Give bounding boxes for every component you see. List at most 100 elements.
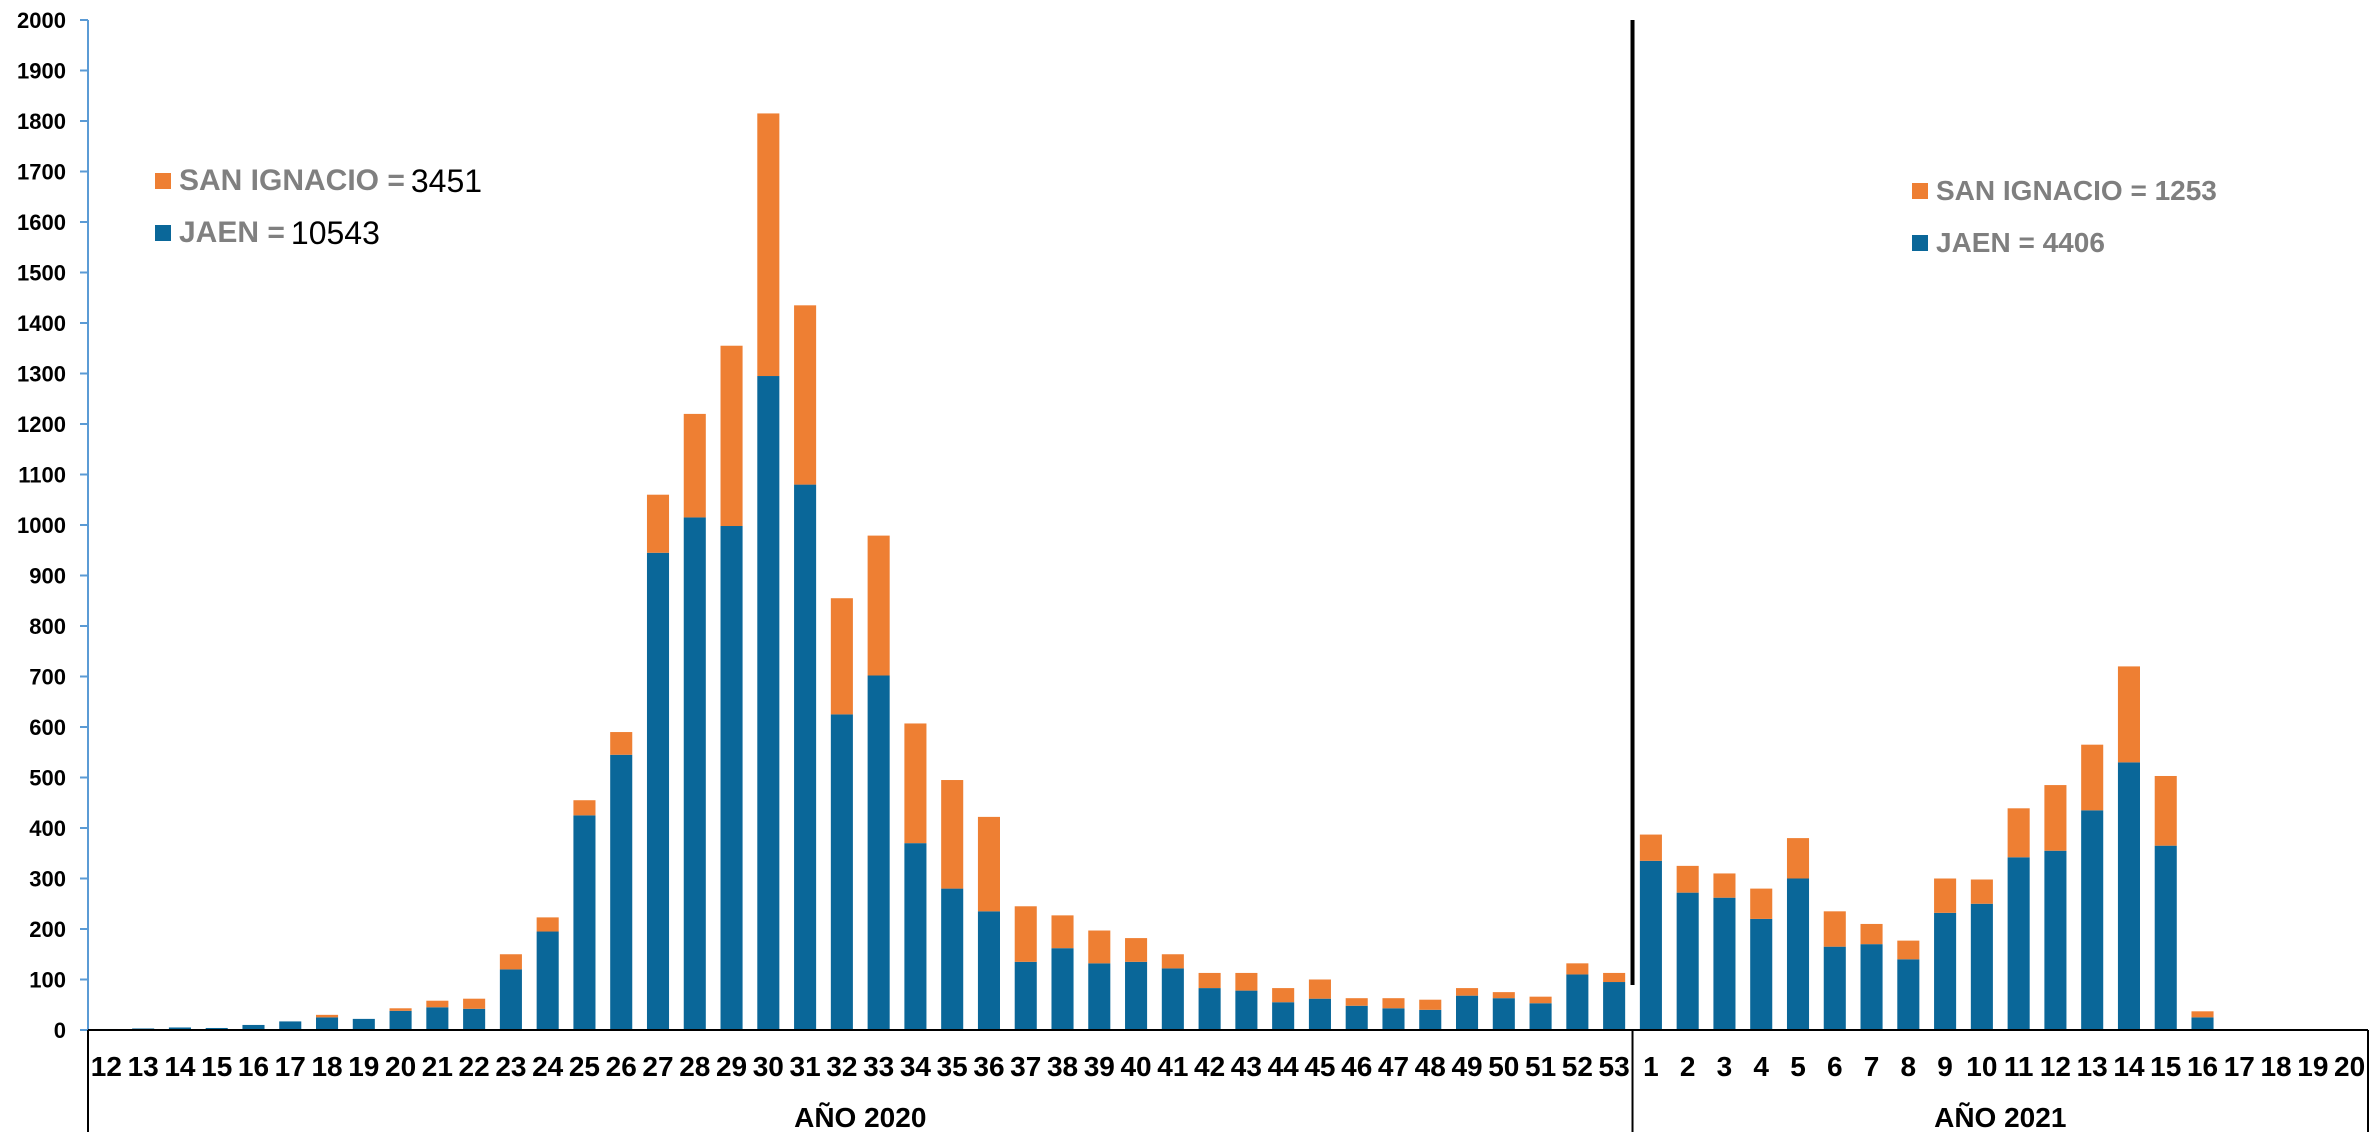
bar-jaen [610,754,633,1030]
bar-jaen [499,969,522,1030]
bar-jaen [2191,1017,2214,1030]
bar-san-ignacio [1088,930,1111,964]
bar-jaen [1823,946,1846,1030]
bar-jaen [1529,1003,1552,1030]
x-tick-label: 37 [1010,1051,1041,1082]
y-axis: 0 100 200 300 400 500 600 700 800 900 1000 1100 1200… [17,8,89,1043]
bar-jaen [1235,990,1258,1030]
bar-san-ignacio [499,954,522,970]
bar-jaen [1934,912,1957,1030]
bar-jaen [1088,963,1111,1030]
bar-san-ignacio [1345,998,1368,1006]
bar-san-ignacio [1676,865,1699,893]
bar-san-ignacio [1456,988,1479,996]
bar-san-ignacio [1860,923,1883,945]
bar-san-ignacio [646,494,670,553]
bar-san-ignacio [1198,972,1221,989]
y-tick-label: 200 [29,917,66,942]
bar-jaen [316,1017,339,1030]
x-tick-label: 19 [2297,1051,2328,1082]
bar-jaen [1272,1002,1295,1030]
bar-san-ignacio [1272,988,1295,1003]
bar-jaen [1970,903,1993,1030]
bar-jaen [757,376,780,1030]
x-tick-label: 52 [1562,1051,1593,1082]
bar-san-ignacio [1934,878,1957,913]
x-tick-label: 17 [275,1051,306,1082]
y-tick-label: 1500 [17,261,66,286]
bar-jaen [463,1008,486,1030]
bar-san-ignacio [1492,992,1515,999]
x-tick-label: 51 [1525,1051,1556,1082]
bar-jaen [904,843,927,1030]
bar-jaen [1456,995,1479,1030]
y-tick-label: 700 [29,665,66,690]
x-tick-label: 47 [1378,1051,1409,1082]
x-axis: 12 13 14 15 16 17 18 19 20 21 22 23 24 25 26 27 28 29 30 31… [87,20,2369,1132]
bar-jaen [1713,897,1736,1030]
bar-jaen [352,1018,375,1030]
bar-jaen [389,1010,412,1030]
legend-label: JAEN = [179,216,285,249]
legend-label: SAN IGNACIO = [179,164,405,197]
bar-san-ignacio [720,345,743,527]
legend-item-san-ignacio-2020: SAN IGNACIO = 3451 [155,155,482,207]
x-tick-label: 5 [1790,1051,1806,1082]
bar-jaen [867,675,890,1030]
bar-jaen [279,1021,302,1030]
y-tick-label: 100 [29,968,66,993]
bar-jaen [1897,959,1920,1030]
x-tick-label: 13 [128,1051,159,1082]
x-tick-label: 13 [2077,1051,2108,1082]
bar-san-ignacio [426,1000,449,1008]
bar-jaen [683,517,706,1030]
x-tick-label: 12 [91,1051,122,1082]
bar-jaen [205,1027,228,1030]
bar-jaen [1125,961,1148,1030]
y-tick-label: 1900 [17,59,66,84]
bar-jaen [1014,961,1037,1030]
x-tick-label: 4 [1753,1051,1769,1082]
x-tick-label: 20 [2334,1051,2365,1082]
x-tick-label: 32 [826,1051,857,1082]
bar-san-ignacio [2154,775,2177,846]
bar-san-ignacio [683,413,706,518]
x-tick-label: 33 [863,1051,894,1082]
legend-2020: SAN IGNACIO = 3451 JAEN = 10543 [155,155,482,259]
bar-jaen [794,484,817,1031]
x-tick-label: 10 [1966,1051,1997,1082]
san-ignacio-swatch [155,173,171,189]
bar-jaen [1382,1008,1405,1030]
bar-san-ignacio [2044,785,2067,851]
x-tick-label: 39 [1084,1051,1115,1082]
bar-jaen [1566,974,1589,1030]
x-tick-label: 14 [164,1051,196,1082]
legend-2021: SAN IGNACIO = 1253 JAEN = 4406 [1912,165,2217,269]
group-label: AÑO 2020 [794,1102,926,1132]
x-tick-label: 49 [1451,1051,1482,1082]
bar-jaen [646,552,670,1030]
bars [95,113,2214,1031]
bar-jaen [1161,968,1184,1030]
bar-san-ignacio [536,917,559,932]
x-tick-label: 30 [753,1051,784,1082]
bar-jaen [1860,944,1883,1030]
bar-san-ignacio [2081,744,2104,811]
x-tick-label: 15 [2150,1051,2181,1082]
x-tick-label: 2 [1680,1051,1696,1082]
bar-jaen [2007,857,2030,1030]
x-tick-label: 11 [2004,1051,2034,1082]
x-tick-label: 38 [1047,1051,1078,1082]
bar-san-ignacio [757,113,780,377]
x-tick-label: 3 [1717,1051,1733,1082]
group-label: AÑO 2021 [1934,1102,2066,1132]
x-tick-label: 17 [2224,1051,2255,1082]
bar-san-ignacio [830,598,853,715]
bar-san-ignacio [794,305,817,485]
x-tick-label: 18 [311,1051,342,1082]
bar-jaen [720,526,743,1030]
bar-san-ignacio [1161,954,1184,969]
bar-san-ignacio [1051,915,1074,949]
x-tick-label: 50 [1488,1051,1519,1082]
bar-san-ignacio [904,723,927,844]
